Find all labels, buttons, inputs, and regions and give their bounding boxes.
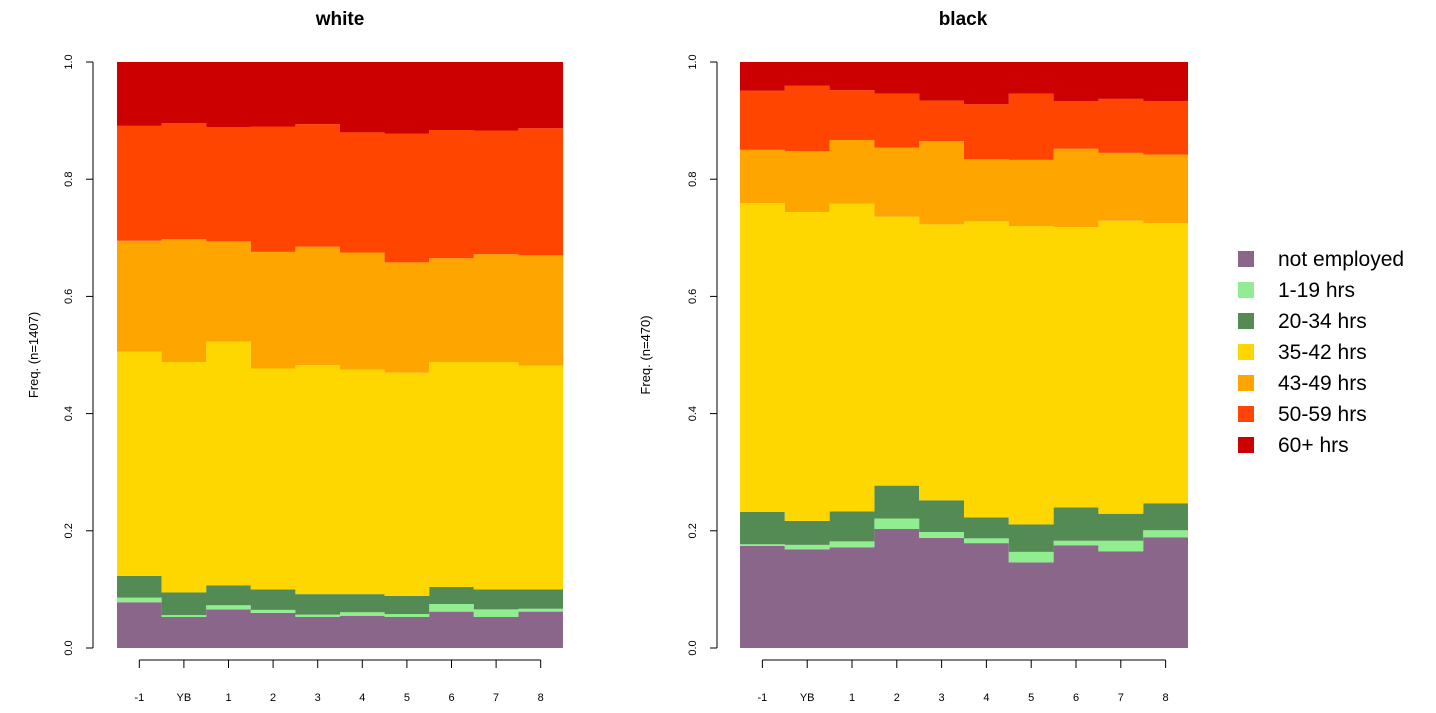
chart-title: black	[939, 9, 988, 30]
y-tick-label: 0.4	[687, 406, 699, 421]
y-axis: 0.0 0.2 0.4 0.6 0.8 1.0	[687, 54, 718, 656]
x-tick-label: 5	[1028, 692, 1034, 704]
area-43-49-hrs	[117, 238, 563, 373]
x-tick-label: 4	[983, 692, 989, 704]
y-tick-label: 0.0	[687, 640, 699, 655]
y-tick-label: 0.2	[687, 523, 699, 538]
y-tick-label: 1.0	[687, 54, 699, 69]
y-tick-label: 0.6	[63, 289, 75, 304]
x-tick-label: 7	[493, 692, 499, 704]
legend-label-1-19-hrs: 1-19 hrs	[1278, 279, 1355, 302]
chart-title: white	[315, 9, 365, 30]
x-axis: -1 YB 1 2 3 4 5 6 7 8	[134, 659, 544, 704]
x-tick-label: 2	[894, 692, 900, 704]
y-axis: 0.0 0.2 0.4 0.6 0.8 1.0	[63, 54, 94, 656]
area-35-42-hrs	[117, 341, 563, 596]
area-20-34-hrs	[117, 575, 563, 616]
legend-label-not-employed: not employed	[1278, 248, 1404, 271]
y-tick-label: 0.8	[687, 172, 699, 187]
area-not-employed	[117, 602, 563, 648]
x-tick-label: YB	[800, 692, 815, 704]
area-1-19-hrs	[740, 518, 1188, 563]
x-tick-label: 3	[939, 692, 945, 704]
legend-swatch-1-19-hrs	[1238, 282, 1254, 298]
y-tick-label: 0.6	[687, 289, 699, 304]
y-tick-label: 1.0	[63, 54, 75, 69]
stacked-areas	[740, 62, 1188, 648]
legend-label-43-49-hrs: 43-49 hrs	[1278, 372, 1367, 395]
area-20-34-hrs	[740, 485, 1188, 552]
legend-swatch-43-49-hrs	[1238, 375, 1254, 391]
legend-swatch-not-employed	[1238, 251, 1254, 267]
panel-white: white Freq. (n=1407) 0.00.20.40.60.81.0 …	[26, 9, 563, 704]
area-50-59-hrs	[117, 122, 563, 263]
area-60-hrs	[117, 62, 563, 134]
legend-label-20-34-hrs: 20-34 hrs	[1278, 310, 1367, 333]
area-43-49-hrs	[740, 139, 1188, 228]
x-tick-label: YB	[177, 692, 192, 704]
x-tick-label: 1	[849, 692, 855, 704]
legend-swatch-60-hrs	[1238, 437, 1254, 453]
y-tick-label: 0.8	[63, 172, 75, 187]
x-tick-label: 5	[404, 692, 410, 704]
y-tick-label: 0.0	[63, 640, 75, 655]
y-axis-label: Freq. (n=470)	[638, 315, 653, 394]
x-tick-label: 2	[270, 692, 276, 704]
x-tick-label: -1	[134, 692, 144, 704]
y-tick-label: 0.2	[63, 523, 75, 538]
x-tick-label: 1	[225, 692, 231, 704]
panel-black: black Freq. (n=470) 0.0 0.2 0.4 0.6 0.8 1.0 -…	[638, 9, 1188, 704]
x-tick-label: 4	[359, 692, 365, 704]
y-axis-label: Freq. (n=1407)	[26, 312, 41, 398]
legend-label-60-hrs: 60+ hrs	[1278, 434, 1349, 457]
x-tick-label: 6	[1073, 692, 1079, 704]
legend-label-35-42-hrs: 35-42 hrs	[1278, 341, 1367, 364]
y-tick-label: 0.4	[63, 406, 75, 421]
legend-swatch-20-34-hrs	[1238, 313, 1254, 329]
x-axis: -1 YB 1 2 3 4 5 6 7 8	[758, 659, 1169, 704]
x-tick-label: 7	[1118, 692, 1124, 704]
x-tick-label: 8	[1163, 692, 1169, 704]
legend-swatch-50-59-hrs	[1238, 406, 1254, 422]
x-tick-label: 3	[315, 692, 321, 704]
legend-swatch-35-42-hrs	[1238, 344, 1254, 360]
area-not-employed	[740, 529, 1188, 648]
x-tick-label: 6	[448, 692, 454, 704]
area-35-42-hrs	[740, 203, 1188, 525]
x-tick-label: -1	[758, 692, 768, 704]
x-tick-label: 8	[538, 692, 544, 704]
area-60-hrs	[740, 62, 1188, 105]
legend: not employed 1-19 hrs 20-34 hrs 35-42 hrs 43…	[1238, 248, 1404, 457]
legend-label-50-59-hrs: 50-59 hrs	[1278, 403, 1367, 426]
stacked-areas	[117, 62, 563, 648]
area-50-59-hrs	[740, 85, 1188, 160]
